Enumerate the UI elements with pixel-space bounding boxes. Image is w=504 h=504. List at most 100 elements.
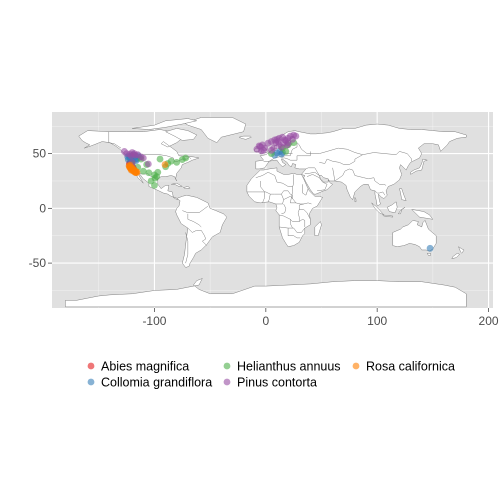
point-helianthus-annuus bbox=[173, 158, 181, 166]
data-points bbox=[120, 131, 434, 252]
border-south-america-1 bbox=[187, 227, 207, 246]
land-australia bbox=[392, 220, 437, 252]
border-south-america-2 bbox=[182, 205, 209, 213]
legend-label: Helianthus annuus bbox=[237, 360, 341, 374]
point-pinus-contorta bbox=[120, 148, 128, 155]
border-middle-east bbox=[304, 167, 320, 176]
border-alaska bbox=[108, 131, 122, 149]
point-collomia-grandiflora bbox=[426, 244, 434, 252]
land-hispaniola bbox=[183, 186, 191, 189]
border-south-america-4 bbox=[185, 232, 189, 264]
y-tick-label: -50 bbox=[29, 256, 47, 270]
legend-label: Rosa californica bbox=[366, 360, 455, 374]
point-pinus-contorta bbox=[139, 154, 147, 162]
land-sumatra bbox=[371, 202, 385, 216]
legend-key bbox=[87, 378, 95, 386]
border-africa-8 bbox=[302, 184, 309, 196]
border-africa-4 bbox=[267, 194, 271, 202]
x-tick-label: -100 bbox=[142, 314, 166, 328]
point-helianthus-annuus bbox=[167, 157, 175, 165]
land-philippines bbox=[399, 188, 407, 201]
border-africa-12 bbox=[290, 219, 293, 229]
legend-item-helianthus-annuus: Helianthus annuus bbox=[223, 360, 341, 374]
legend-key bbox=[223, 362, 231, 370]
legend-item-collomia-grandiflora: Collomia grandiflora bbox=[87, 376, 212, 390]
legend: Abies magnifica Collomia grandiflora Helia… bbox=[87, 360, 455, 390]
axis-ticks bbox=[48, 153, 489, 312]
land-baffin bbox=[165, 128, 198, 141]
legend-item-abies-magnifica: Abies magnifica bbox=[87, 360, 189, 374]
land-java bbox=[382, 214, 394, 218]
border-southeast-asia bbox=[374, 190, 386, 196]
land-madagascar bbox=[314, 221, 322, 236]
point-pinus-contorta bbox=[274, 138, 282, 145]
land-sri-lanka bbox=[354, 197, 357, 203]
point-helianthus-annuus bbox=[156, 155, 164, 163]
border-europe-1 bbox=[263, 142, 298, 162]
border-africa-9 bbox=[279, 209, 311, 222]
border-arabia bbox=[306, 174, 328, 192]
land-sulawesi bbox=[398, 207, 406, 215]
border-asia-south bbox=[332, 167, 387, 186]
point-rosa-californica bbox=[161, 161, 169, 168]
point-helianthus-annuus bbox=[154, 168, 162, 176]
land-cuba bbox=[170, 182, 183, 187]
land-eurasia bbox=[246, 123, 467, 247]
land-arctic-islands bbox=[131, 118, 198, 130]
border-africa-14 bbox=[281, 203, 287, 215]
legend-key bbox=[223, 378, 231, 386]
land-japan bbox=[410, 158, 428, 175]
point-pinus-contorta bbox=[270, 144, 278, 152]
point-helianthus-annuus bbox=[151, 181, 158, 189]
point-rosa-californica bbox=[126, 161, 134, 169]
border-africa-2 bbox=[246, 191, 284, 205]
x-tick-label: 200 bbox=[479, 314, 499, 328]
land-greenland bbox=[184, 117, 247, 143]
land-new-zealand-south bbox=[451, 253, 460, 259]
land-tasmania bbox=[427, 253, 431, 256]
border-africa-7 bbox=[281, 190, 293, 199]
border-africa-1 bbox=[255, 171, 294, 187]
point-rosa-californica bbox=[133, 169, 141, 176]
legend-label: Pinus contorta bbox=[237, 376, 317, 390]
legend-item-pinus-contorta: Pinus contorta bbox=[223, 376, 317, 390]
border-africa-5 bbox=[283, 196, 312, 205]
x-axis-tick-labels: -100 0 100 200 bbox=[142, 314, 498, 328]
point-pinus-contorta bbox=[127, 152, 135, 160]
point-helianthus-annuus bbox=[182, 154, 190, 162]
x-tick-label: 0 bbox=[262, 314, 269, 328]
border-africa-3 bbox=[260, 180, 265, 203]
border-africa-15 bbox=[298, 203, 304, 210]
border-europe-3 bbox=[281, 151, 311, 161]
point-pinus-contorta bbox=[144, 160, 152, 168]
border-russia bbox=[296, 142, 412, 162]
land-iceland bbox=[238, 135, 252, 140]
point-pinus-contorta bbox=[255, 142, 263, 150]
legend-item-rosa-californica: Rosa californica bbox=[352, 360, 455, 374]
border-africa-13 bbox=[299, 219, 306, 227]
point-pinus-contorta bbox=[283, 141, 291, 149]
point-helianthus-annuus bbox=[145, 169, 153, 177]
land-borneo bbox=[386, 201, 398, 213]
legend-label: Abies magnifica bbox=[101, 360, 189, 374]
border-africa-10 bbox=[279, 226, 305, 233]
y-tick-label: 0 bbox=[39, 201, 46, 215]
y-axis-tick-labels: -50 0 50 bbox=[29, 147, 47, 270]
land-south-america bbox=[175, 194, 228, 268]
border-africa-6 bbox=[290, 186, 296, 204]
point-helianthus-annuus bbox=[139, 167, 147, 175]
border-central-asia bbox=[319, 154, 363, 165]
border-south-america-3 bbox=[187, 213, 202, 228]
point-helianthus-annuus bbox=[151, 174, 159, 182]
land-antarctica bbox=[65, 278, 467, 308]
point-pinus-contorta bbox=[260, 146, 267, 154]
legend-key bbox=[87, 362, 95, 370]
x-tick-label: 100 bbox=[367, 314, 387, 328]
land-new-guinea bbox=[411, 209, 434, 220]
land-new-zealand-north bbox=[458, 246, 465, 254]
point-helianthus-annuus bbox=[282, 148, 290, 155]
legend-label: Collomia grandiflora bbox=[101, 376, 212, 390]
point-pinus-contorta bbox=[278, 143, 285, 151]
y-tick-label: 50 bbox=[33, 147, 47, 161]
